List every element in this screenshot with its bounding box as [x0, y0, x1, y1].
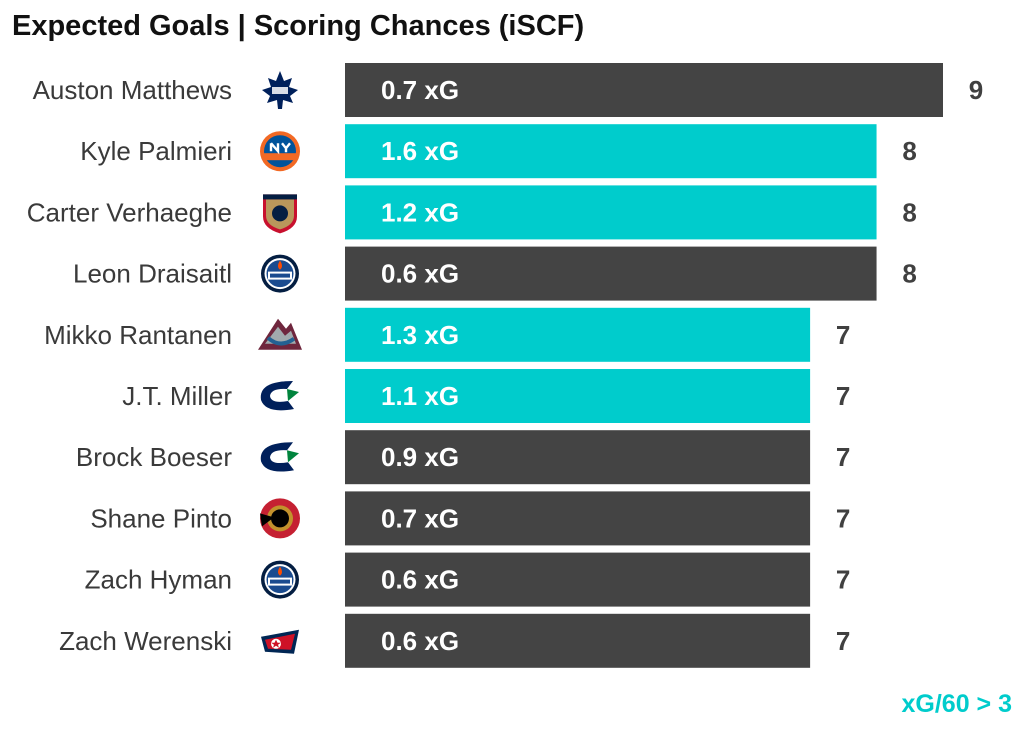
bar-value-label: 7 — [836, 626, 850, 656]
bar-xg-label: 0.7 xG — [381, 75, 459, 105]
bar-highlighted — [345, 307, 811, 362]
blue-jackets-logo-icon — [261, 629, 299, 654]
canucks-logo-icon — [260, 381, 299, 411]
highlight-legend: xG/60 > 3 — [901, 690, 1013, 718]
bar-row: Kyle Palmieri 1.6 xG 8 — [80, 124, 917, 179]
player-name: Auston Matthews — [33, 75, 232, 105]
bar — [345, 246, 877, 301]
bar-xg-label: 1.3 xG — [381, 320, 459, 350]
bar — [345, 613, 811, 668]
bar-xg-label: 1.1 xG — [381, 381, 459, 411]
bar-value-label: 7 — [836, 320, 850, 350]
bar-row: J.T. Miller 1.1 xG 7 — [122, 369, 850, 423]
player-name: Shane Pinto — [90, 503, 232, 533]
bar — [345, 63, 943, 117]
bar-xg-label: 0.6 xG — [381, 626, 459, 656]
senators-logo-icon — [260, 498, 300, 539]
bar — [345, 491, 811, 546]
player-name: Kyle Palmieri — [80, 136, 232, 166]
bar-row: Brock Boeser 0.9 xG 7 — [76, 430, 850, 485]
avalanche-logo-icon — [258, 318, 302, 350]
player-name: Zach Hyman — [85, 565, 232, 595]
bar-value-label: 8 — [902, 259, 916, 289]
chart-title: Expected Goals | Scoring Chances (iSCF) — [12, 10, 585, 42]
bar-xg-label: 0.7 xG — [381, 503, 459, 533]
bar-xg-label: 1.2 xG — [381, 197, 459, 227]
bar-xg-label: 1.6 xG — [381, 136, 459, 166]
bar — [345, 552, 811, 607]
oilers-logo-icon — [261, 560, 299, 599]
bar-value-label: 9 — [969, 75, 983, 105]
bar-value-label: 7 — [836, 381, 850, 411]
player-name: Brock Boeser — [76, 442, 232, 472]
bar-row: Leon Draisaitl 0.6 xG 8 — [73, 246, 917, 301]
bar-highlighted — [345, 185, 877, 240]
bar-row: Zach Hyman 0.6 xG 7 — [85, 552, 850, 607]
bar-value-label: 8 — [902, 136, 916, 166]
maple-leafs-logo-icon — [262, 71, 298, 109]
bar-value-label: 8 — [902, 197, 916, 227]
bar-xg-label: 0.9 xG — [381, 442, 459, 472]
player-name: Zach Werenski — [59, 626, 232, 656]
bar-highlighted — [345, 369, 811, 423]
islanders-logo-icon — [260, 131, 300, 172]
oilers-logo-icon — [261, 254, 299, 293]
player-name: J.T. Miller — [122, 381, 232, 411]
bar-value-label: 7 — [836, 503, 850, 533]
panthers-logo-icon — [263, 194, 297, 234]
player-name: Mikko Rantanen — [44, 320, 232, 350]
bar-row: Zach Werenski 0.6 xG 7 — [59, 613, 850, 668]
bar-highlighted — [345, 124, 877, 179]
player-name: Carter Verhaeghe — [27, 197, 232, 227]
bar-value-label: 7 — [836, 565, 850, 595]
canucks-logo-icon — [260, 442, 299, 472]
bar-xg-label: 0.6 xG — [381, 565, 459, 595]
bar-row: Auston Matthews 0.7 xG 9 — [33, 63, 983, 117]
bar-row: Carter Verhaeghe 1.2 xG 8 — [27, 185, 917, 240]
bar — [345, 430, 811, 485]
player-name: Leon Draisaitl — [73, 259, 232, 289]
bar-xg-label: 0.6 xG — [381, 259, 459, 289]
bar-value-label: 7 — [836, 442, 850, 472]
bar-row: Mikko Rantanen 1.3 xG 7 — [44, 307, 850, 362]
bar-row: Shane Pinto 0.7 xG 7 — [90, 491, 850, 546]
